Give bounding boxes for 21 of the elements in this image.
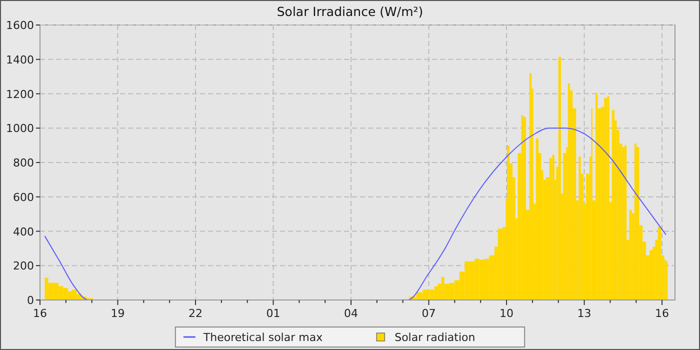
x-tick-label: 16	[655, 307, 670, 320]
x-tick-label: 01	[266, 307, 280, 320]
x-tick-label: 04	[344, 307, 358, 320]
y-tick-label: 1600	[6, 19, 34, 32]
y-tick-label: 600	[13, 190, 34, 204]
x-tick-label: 10	[500, 307, 514, 320]
x-tick-label: 07	[422, 307, 436, 320]
x-tick-label: 22	[188, 307, 203, 320]
y-tick-label: 1200	[6, 88, 34, 101]
chart-title: Solar Irradiance (W/m²)	[276, 4, 424, 19]
y-tick-label: 0	[27, 294, 34, 307]
y-tick-label: 800	[13, 156, 34, 170]
y-tick-label: 1400	[6, 53, 34, 66]
y-tick-label: 1000	[6, 122, 34, 136]
legend-label: Solar radiation	[394, 331, 476, 344]
y-tick-label: 200	[13, 260, 34, 273]
x-tick-label: 19	[110, 307, 125, 320]
x-tick-label: 16	[33, 307, 47, 320]
y-tick-label: 400	[13, 225, 34, 238]
x-tick-label: 13	[577, 307, 592, 320]
legend-label: Theoretical solar max	[202, 331, 324, 344]
